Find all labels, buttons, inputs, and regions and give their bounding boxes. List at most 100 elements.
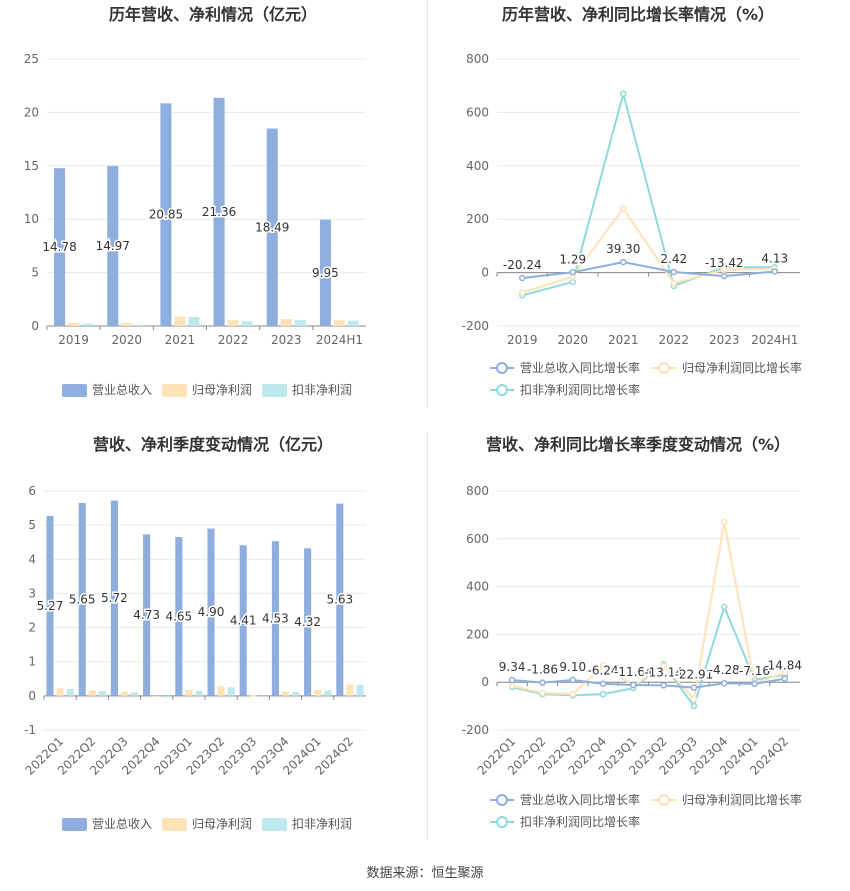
series-point-0 [781,675,789,682]
bar-value-label: 4.53 [262,612,289,626]
y-tick-label: 25 [24,52,39,66]
bar-0 [207,528,215,696]
panel-divider-lower [427,432,428,840]
bar-1 [185,690,193,696]
bar-2 [82,323,94,326]
legend-label: 归母净利润 [192,383,252,397]
y-tick-label: 400 [466,159,489,173]
x-tick-label: 2020 [111,333,142,347]
bar-value-label: 14.78 [42,240,76,254]
legend-swatch-marker [658,362,670,374]
series-point-0 [620,258,627,266]
legend-swatch [62,384,87,397]
line-value-label: -4.28 [709,663,740,677]
series-point-1 [721,266,728,274]
line-value-label: 39.30 [606,242,640,256]
y-tick-label: 800 [466,484,489,498]
series-point-2 [569,278,576,286]
series-point-1 [781,669,789,676]
bar-value-label: 21.36 [202,205,236,219]
y-tick-label: 0 [28,689,36,703]
bar-2 [66,689,74,696]
line-value-label: -13.42 [705,256,744,270]
bar-1 [217,686,225,696]
bar-0 [175,537,183,696]
data-source-note: 数据来源：恒生聚源 [366,866,484,881]
bar-1 [121,323,133,326]
x-tick-label: 2023 [271,333,302,347]
legend-swatch-marker [496,362,508,374]
x-tick-label: 2024H1 [316,333,363,347]
legend-swatch [262,384,287,397]
series-point-1 [508,682,516,690]
y-tick-label: 0 [31,319,39,333]
bar-1 [174,316,186,326]
x-tick-label: 2021 [165,333,196,347]
bar-value-label: 9.95 [312,266,339,280]
legend-swatch-marker [496,794,508,806]
line-value-label: 9.34 [499,660,526,674]
line-value-label: -6.24 [588,664,619,678]
legend-swatch [162,818,187,831]
series-point-0 [508,676,516,684]
bar-0 [54,168,66,326]
y-tick-label: 200 [466,627,489,641]
chart-annual_growth: 历年营收、净利同比增长率情况（%） -200 0 200 400 600 800 2019 20… [462,5,802,397]
series-point-0 [771,268,778,275]
bar-2 [292,692,300,696]
series-point-1 [690,695,698,703]
bar-1 [314,690,322,696]
series-point-0 [751,680,758,688]
legend-label: 营业总收入 [92,383,152,397]
bar-2 [135,324,147,326]
y-tick-label: -200 [462,723,489,737]
bar-0 [271,541,279,696]
bar-value-label: 4.65 [165,609,192,623]
chart-annual_amount: 历年营收、净利情况（亿元） 0 5 10 15 20 25 2019 2020 2021 2022 2… [24,5,366,397]
line-value-label: -22.91 [675,668,714,682]
y-tick-label: 10 [24,212,39,226]
bar-value-label: 20.85 [149,208,183,222]
x-tick-label: 2022 [658,333,689,347]
y-tick-label: 15 [24,159,39,173]
x-tick-label: 2019 [507,333,538,347]
series-point-0 [721,272,728,280]
x-tick-label: 2021 [608,333,639,347]
series-line-1 [521,206,775,294]
bar-0 [110,500,118,696]
series-point-1 [539,689,546,697]
y-tick-label: -200 [462,319,489,333]
line-value-label: -13.14 [644,665,683,679]
series-line-1 [511,521,786,702]
series-point-2 [620,90,627,97]
x-tick-label: 2020 [557,333,588,347]
legend-label: 营业总收入同比增长率 [520,792,640,807]
bar-2 [131,692,139,696]
series-point-0 [569,269,576,276]
y-tick-label: 20 [24,105,39,119]
series-line-0 [522,261,775,279]
bar-0 [266,128,278,326]
y-tick-label: 6 [28,484,36,498]
line-value-label: -20.24 [503,258,542,272]
y-tick-label: -1 [24,723,36,737]
bar-2 [356,684,364,696]
y-tick-label: 3 [28,586,36,600]
bar-1 [88,690,96,696]
series-point-0 [660,682,667,689]
bar-2 [227,687,235,696]
bar-2 [259,695,267,697]
series-point-0 [690,684,698,691]
series-line-2 [521,89,775,297]
series-point-0 [721,679,728,687]
bar-value-label: 4.32 [294,615,321,629]
series-point-2 [599,690,607,698]
bar-0 [319,219,331,326]
bar-1 [153,695,161,697]
series-point-0 [539,679,546,686]
bar-value-label: 4.90 [198,605,225,619]
line-value-label: 4.13 [761,251,788,265]
bar-1 [346,684,354,696]
series-point-1 [721,518,728,526]
series-point-1 [519,289,526,296]
